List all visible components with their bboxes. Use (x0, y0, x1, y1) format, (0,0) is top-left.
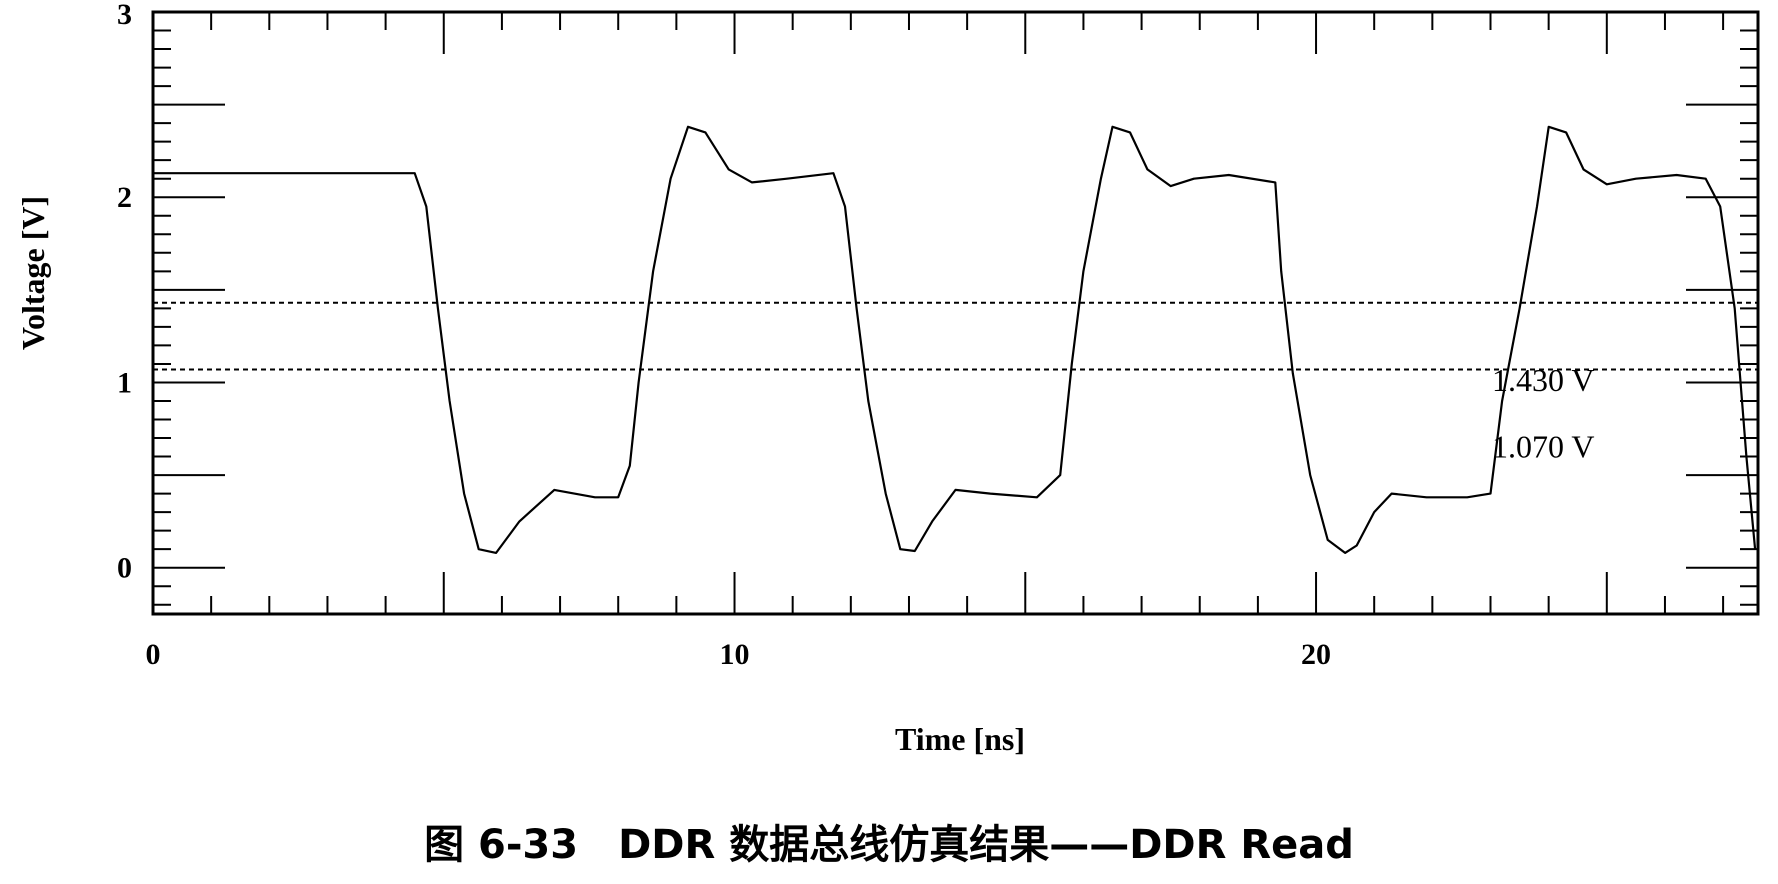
y-tick-label: 1 (117, 366, 132, 399)
minor-ticks (153, 12, 1758, 614)
waveform-series (153, 125, 1757, 555)
tick-labels: 0 10 20 0 1 2 3 (117, 0, 1331, 671)
y-tick-label: 0 (117, 552, 132, 585)
voltage-time-chart: 1.430 V1.070 V 0 10 20 0 1 2 3 Time [ns] Volta… (15, 0, 1760, 757)
plot-frame (151, 10, 1760, 616)
x-axis-title: Time [ns] (895, 721, 1025, 757)
y-tick-label: 2 (117, 181, 132, 214)
x-tick-label: 20 (1301, 638, 1331, 671)
major-ticks (153, 12, 1758, 614)
x-tick-label: 0 (146, 638, 161, 671)
y-axis-title: Voltage [V] (15, 196, 51, 350)
threshold-label: 1.070 V (1492, 428, 1595, 464)
waveform-line (153, 125, 1757, 555)
y-tick-label: 3 (117, 0, 132, 31)
figure-caption: 图 6-33 DDR 数据总线仿真结果——DDR Read (424, 822, 1354, 868)
x-tick-label: 10 (720, 638, 750, 671)
plot-border (151, 10, 1760, 616)
threshold-lines: 1.430 V1.070 V (153, 301, 1758, 464)
